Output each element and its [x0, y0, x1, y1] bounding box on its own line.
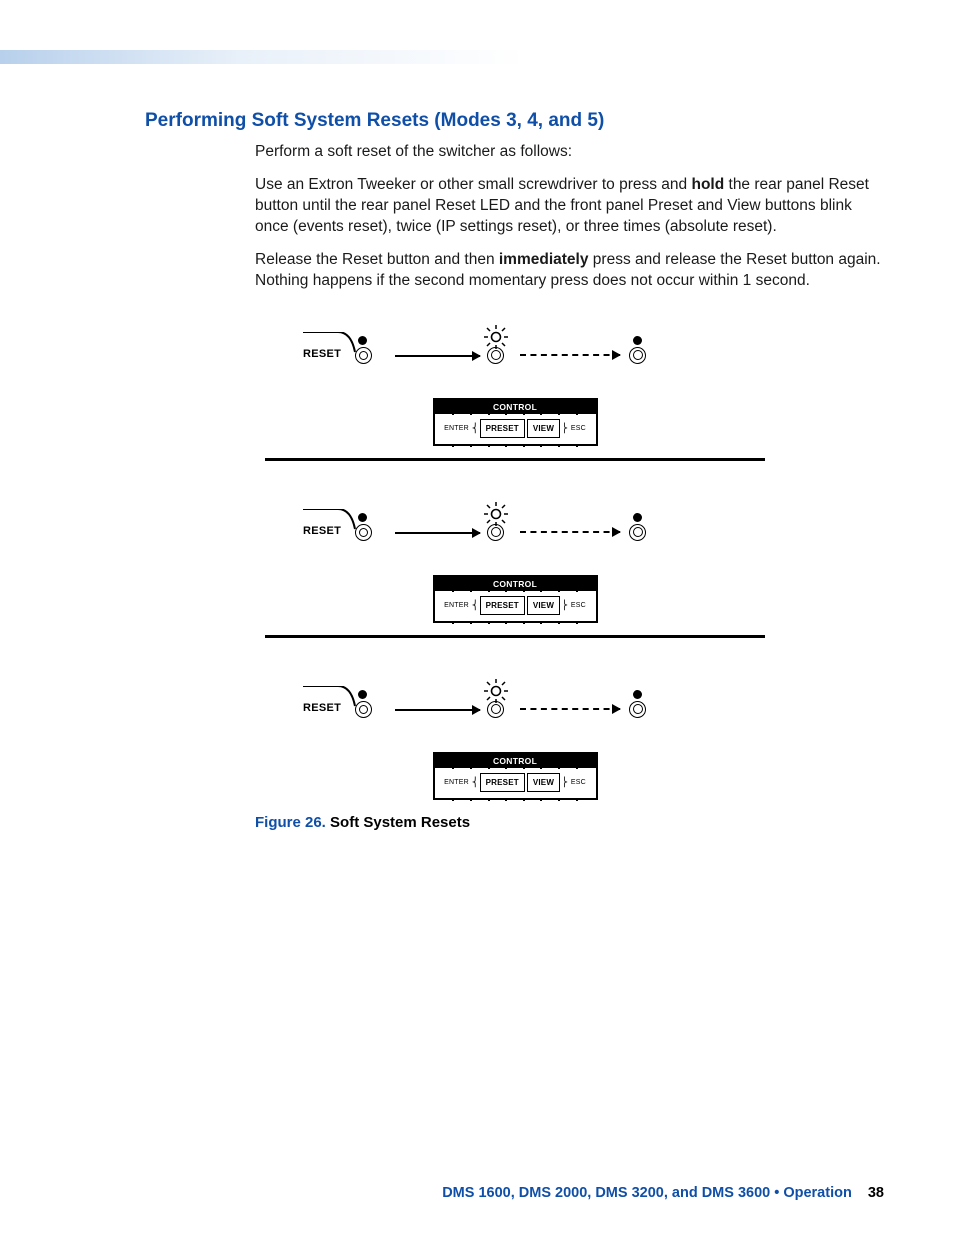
reset-mode-4-row: RESET CONTROL: [255, 489, 775, 638]
bracket-left-icon: ⎨: [472, 600, 479, 611]
reset-dot-icon: [358, 513, 367, 522]
figure-26-diagram: RESET CONTROL: [255, 312, 885, 831]
section-separator: [265, 635, 765, 638]
bracket-right-icon: ⎬: [561, 423, 568, 434]
led-circle-off-icon: [629, 701, 646, 718]
arrow-dashed-icon: [520, 354, 620, 356]
view-button: VIEW: [527, 773, 560, 792]
section-heading: Performing Soft System Resets (Modes 3, …: [145, 110, 885, 132]
led-blink-icon: [483, 678, 509, 704]
reset-button-icon: [355, 524, 372, 541]
p3-a: Release the Reset button and then: [255, 251, 499, 268]
bracket-right-icon: ⎬: [561, 600, 568, 611]
arrow-solid-icon: [395, 355, 480, 357]
preset-button: PRESET: [480, 773, 525, 792]
arrow-solid-icon: [395, 709, 480, 711]
enter-label: ENTER: [441, 779, 472, 786]
arrow-dashed-icon: [520, 708, 620, 710]
bracket-left-icon: ⎨: [472, 423, 479, 434]
esc-label: ESC: [568, 779, 589, 786]
p2-a: Use an Extron Tweeker or other small scr…: [255, 176, 691, 193]
arrow-dashed-icon: [520, 531, 620, 533]
led-off-dot-icon: [633, 513, 642, 522]
paragraph-1: Perform a soft reset of the switcher as …: [255, 142, 885, 163]
body-text: Perform a soft reset of the switcher as …: [255, 142, 885, 292]
bracket-left-icon: ⎨: [472, 777, 479, 788]
reset-label: RESET: [303, 525, 341, 537]
control-panel: CONTROL ENTER ⎨ PRESET VIEW ⎬ ESC: [433, 398, 598, 446]
footer-page-number: 38: [868, 1185, 884, 1201]
arrow-solid-icon: [395, 532, 480, 534]
led-off-dot-icon: [633, 690, 642, 699]
page-content: Performing Soft System Resets (Modes 3, …: [145, 110, 885, 831]
footer-title: DMS 1600, DMS 2000, DMS 3200, and DMS 36…: [442, 1185, 852, 1201]
view-button: VIEW: [527, 419, 560, 438]
figure-number: Figure 26.: [255, 814, 326, 831]
reset-dot-icon: [358, 690, 367, 699]
figure-title: Soft System Resets: [326, 814, 470, 831]
bracket-right-icon: ⎬: [561, 777, 568, 788]
preset-button: PRESET: [480, 596, 525, 615]
led-blink-icon: [483, 324, 509, 350]
led-blink-icon: [483, 501, 509, 527]
control-panel: CONTROL ENTER ⎨ PRESET VIEW ⎬ ESC: [433, 575, 598, 623]
led-circle-off-icon: [629, 524, 646, 541]
enter-label: ENTER: [441, 425, 472, 432]
figure-caption: Figure 26. Soft System Resets: [255, 814, 885, 831]
reset-button-icon: [355, 701, 372, 718]
page-top-gradient-bar: [0, 50, 954, 64]
control-panel: CONTROL ENTER ⎨ PRESET VIEW ⎬ ESC: [433, 752, 598, 800]
p2-bold: hold: [691, 176, 724, 193]
esc-label: ESC: [568, 602, 589, 609]
led-off-dot-icon: [633, 336, 642, 345]
reset-label: RESET: [303, 702, 341, 714]
reset-mode-3-row: RESET CONTROL: [255, 312, 775, 461]
esc-label: ESC: [568, 425, 589, 432]
section-separator: [265, 458, 765, 461]
led-circle-off-icon: [629, 347, 646, 364]
reset-mode-5-row: RESET CONTROL: [255, 666, 775, 800]
reset-dot-icon: [358, 336, 367, 345]
reset-label: RESET: [303, 348, 341, 360]
paragraph-2: Use an Extron Tweeker or other small scr…: [255, 175, 885, 238]
view-button: VIEW: [527, 596, 560, 615]
enter-label: ENTER: [441, 602, 472, 609]
led-circle-icon: [487, 524, 504, 541]
p3-bold: immediately: [499, 251, 589, 268]
preset-button: PRESET: [480, 419, 525, 438]
led-circle-icon: [487, 347, 504, 364]
led-circle-icon: [487, 701, 504, 718]
paragraph-3: Release the Reset button and then immedi…: [255, 250, 885, 292]
reset-button-icon: [355, 347, 372, 364]
page-footer: DMS 1600, DMS 2000, DMS 3200, and DMS 36…: [442, 1185, 884, 1201]
